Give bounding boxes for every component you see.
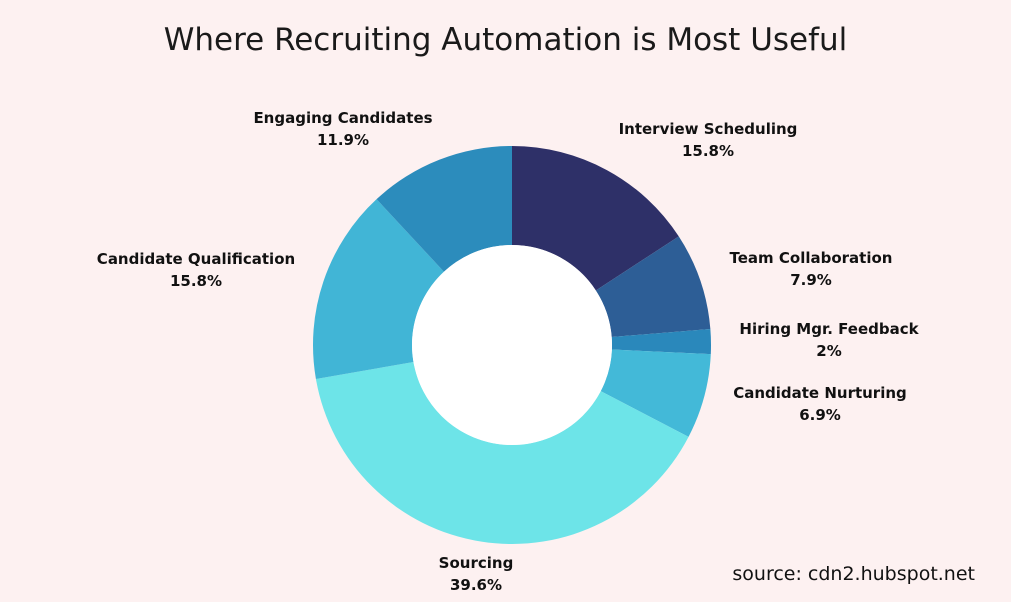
slice-team-collaboration	[595, 236, 711, 337]
source-caption: source: cdn2.hubspot.net	[732, 563, 975, 585]
donut-hole	[412, 245, 612, 445]
label-name: Interview Scheduling	[618, 120, 798, 138]
label-value: 39.6%	[449, 576, 503, 594]
label-engaging-candidates: Engaging Candidates 11.9%	[253, 107, 432, 151]
slice-sourcing	[315, 362, 689, 544]
label-value: 6.9%	[799, 406, 841, 424]
label-name: Sourcing	[438, 554, 514, 572]
label-team-collaboration: Team Collaboration 7.9%	[730, 247, 893, 291]
label-value: 2%	[816, 342, 842, 360]
label-name: Hiring Mgr. Feedback	[739, 320, 919, 338]
label-hiring-mgr-feedback: Hiring Mgr. Feedback 2%	[739, 318, 918, 362]
chart-title: Where Recruiting Automation is Most Usef…	[163, 22, 848, 58]
label-value: 15.8%	[681, 142, 735, 160]
label-sourcing: Sourcing 39.6%	[439, 552, 514, 596]
label-name: Team Collaboration	[729, 249, 893, 267]
label-value: 7.9%	[790, 271, 832, 289]
slice-candidate-qualification	[313, 199, 444, 379]
slice-hiring-mgr-feedback	[611, 329, 711, 355]
slice-interview-scheduling	[512, 146, 679, 291]
label-name: Engaging Candidates	[253, 109, 433, 127]
label-name: Candidate Qualification	[96, 250, 296, 268]
slice-candidate-nurturing	[600, 349, 711, 437]
label-interview-scheduling: Interview Scheduling 15.8%	[619, 118, 798, 162]
label-value: 15.8%	[169, 272, 223, 290]
label-name: Candidate Nurturing	[733, 384, 907, 402]
label-candidate-nurturing: Candidate Nurturing 6.9%	[733, 382, 907, 426]
label-value: 11.9%	[316, 131, 370, 149]
slice-engaging-candidates	[376, 146, 512, 272]
label-candidate-qualification: Candidate Qualification 15.8%	[97, 248, 295, 292]
